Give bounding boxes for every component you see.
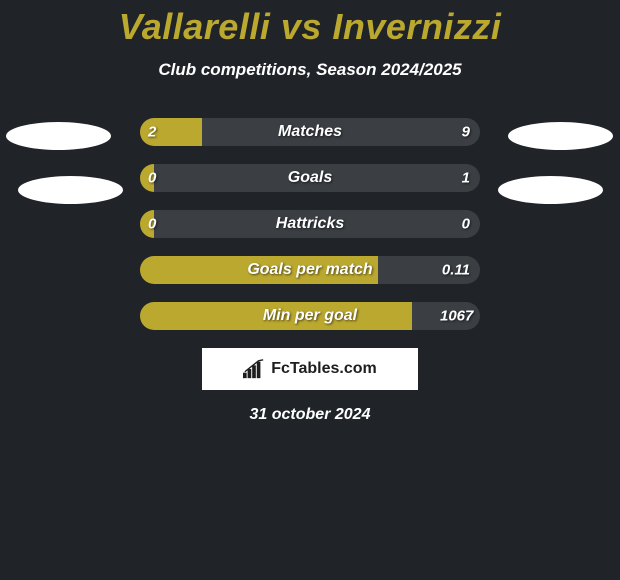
subtitle: Club competitions, Season 2024/2025 bbox=[0, 60, 620, 80]
page-title: Vallarelli vs Invernizzi bbox=[0, 0, 620, 48]
stat-label: Goals bbox=[288, 169, 332, 187]
decorative-ellipse bbox=[6, 122, 111, 150]
stats-container: Matches 2 9 Goals 0 1 Hattricks 0 0 Goals per mat… bbox=[0, 118, 620, 330]
stat-value-left: 0 bbox=[148, 170, 156, 187]
stat-value-right: 9 bbox=[440, 124, 470, 141]
stat-label: Min per goal bbox=[263, 307, 357, 325]
stat-label: Hattricks bbox=[276, 215, 344, 233]
stat-value-left: 2 bbox=[148, 124, 156, 141]
stat-row: Goals per match 0.11 bbox=[0, 256, 620, 284]
bars-icon bbox=[243, 359, 265, 379]
decorative-ellipse bbox=[18, 176, 123, 204]
stat-value-left: 0 bbox=[148, 216, 156, 233]
date-label: 31 october 2024 bbox=[0, 406, 620, 424]
stat-value-right: 1067 bbox=[440, 308, 473, 325]
stat-label: Matches bbox=[278, 123, 342, 141]
decorative-ellipse bbox=[498, 176, 603, 204]
brand-box: FcTables.com bbox=[202, 348, 418, 390]
stat-label: Goals per match bbox=[247, 261, 372, 279]
stat-row: Hattricks 0 0 bbox=[0, 210, 620, 238]
stat-value-right: 1 bbox=[440, 170, 470, 187]
stat-value-right: 0 bbox=[440, 216, 470, 233]
brand-text: FcTables.com bbox=[271, 360, 377, 378]
decorative-ellipse bbox=[508, 122, 613, 150]
stat-row: Min per goal 1067 bbox=[0, 302, 620, 330]
stat-value-right: 0.11 bbox=[440, 262, 470, 279]
